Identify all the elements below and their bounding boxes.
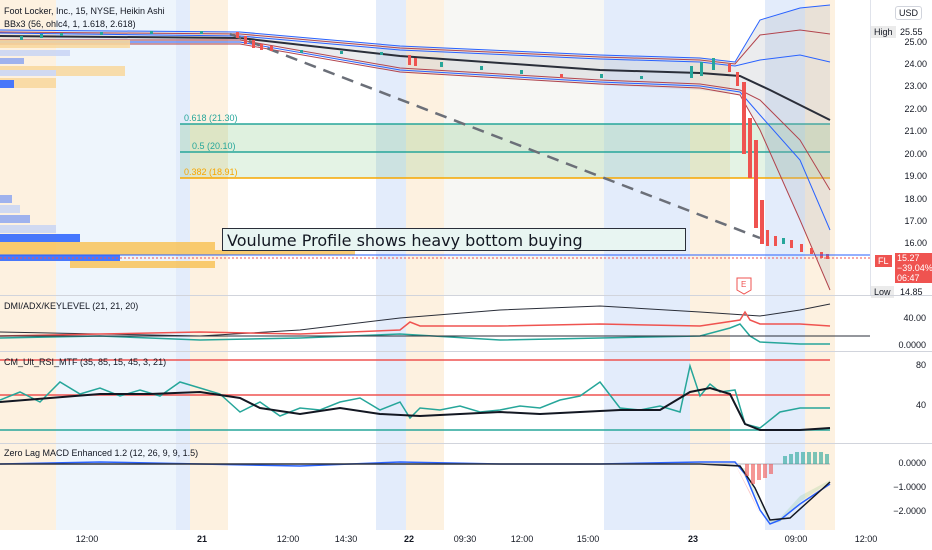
high-value: 25.55 xyxy=(900,27,923,37)
currency-label[interactable]: USD xyxy=(895,6,923,20)
macd-title[interactable]: Zero Lag MACD Enhanced 1.2 (12, 26, 9, 9… xyxy=(4,448,199,458)
volume-profile-annotation[interactable]: Voulume Profile shows heavy bottom buyin… xyxy=(222,228,686,251)
dmi-axis: 40.00 0.0000 xyxy=(898,313,926,350)
high-label: High xyxy=(871,26,896,38)
rsi-chart[interactable] xyxy=(0,352,870,443)
rsi-title[interactable]: CM_Ult_RSI_MTF (35, 85, 15, 45, 3, 21) xyxy=(4,357,167,367)
fib-level-05: 0.5 (20.10) xyxy=(192,141,236,151)
symbol-tag: FL xyxy=(875,255,892,267)
price-chart[interactable] xyxy=(0,0,870,295)
fib-level-0382: 0.382 (18.91) xyxy=(184,167,238,177)
chart-title: Foot Locker, Inc., 15, NYSE, Heikin Ashi xyxy=(4,6,165,16)
bb-indicator-label[interactable]: BBx3 (56, ohlc4, 1, 1.618, 2.618) xyxy=(4,19,136,29)
dmi-title[interactable]: DMI/ADX/KEYLEVEL (21, 21, 20) xyxy=(4,301,139,311)
time-axis[interactable]: 12:00 21 12:00 14:30 22 09:30 12:00 15:0… xyxy=(0,530,932,550)
fib-level-0618: 0.618 (21.30) xyxy=(184,113,238,123)
price-axis[interactable]: USD High 25.55 25.00 24.00 23.00 22.00 2… xyxy=(870,0,932,298)
last-price-box: 15.27 −39.04% 06:47 xyxy=(895,253,932,283)
macd-chart[interactable] xyxy=(0,444,870,530)
low-value: 14.85 xyxy=(900,287,923,297)
macd-axis: 0.0000 −1.0000 −2.0000 xyxy=(893,458,926,516)
rsi-axis: 80 40 xyxy=(915,360,926,410)
earnings-marker[interactable]: E xyxy=(741,280,747,289)
dmi-chart[interactable] xyxy=(0,296,870,351)
